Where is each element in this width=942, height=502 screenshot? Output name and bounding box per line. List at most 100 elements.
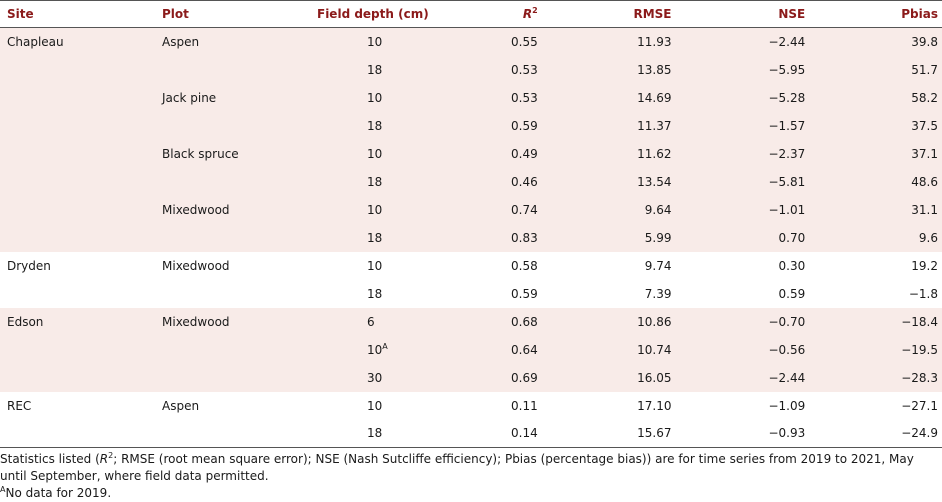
cell-depth: 10 bbox=[310, 139, 407, 168]
depth-value: 10 bbox=[367, 259, 407, 273]
table-row: 18 0.59 7.39 0.59 −1.8 bbox=[0, 280, 942, 308]
cell-site: Dryden bbox=[7, 258, 51, 273]
table-row: 10A 0.64 10.74 −0.56 −19.5 bbox=[0, 335, 942, 364]
cell-pbias: −19.5 bbox=[808, 335, 942, 364]
cell-r2: 0.58 bbox=[511, 258, 538, 273]
cell-plot: Mixedwood bbox=[155, 195, 310, 224]
depth-value: 18 bbox=[367, 231, 407, 245]
cell-depth: 10 bbox=[310, 252, 407, 280]
cell-depth: 18 bbox=[310, 111, 407, 140]
cell-site bbox=[0, 419, 155, 448]
cell-depth: 18 bbox=[310, 167, 407, 196]
header-r2: R2 bbox=[407, 0, 541, 28]
cell-plot: Black spruce bbox=[155, 139, 310, 168]
header-plot: Plot bbox=[155, 0, 310, 28]
depth-number: 18 bbox=[367, 286, 383, 301]
cell-depth: 10A bbox=[310, 335, 407, 364]
cell-pbias: 31.1 bbox=[808, 195, 942, 224]
table-row: Chapleau Aspen 10 0.55 11.93 −2.44 39.8 bbox=[0, 27, 942, 56]
cell-site: Chapleau bbox=[0, 27, 155, 56]
cell-plot bbox=[155, 111, 310, 140]
cell-rmse: 14.69 bbox=[540, 83, 675, 112]
cell-plot bbox=[155, 223, 310, 252]
depth-number: 10 bbox=[367, 398, 383, 413]
depth-number: 30 bbox=[367, 370, 383, 385]
cell-plot: Mixedwood bbox=[155, 307, 310, 336]
table-row: Dryden Mixedwood 10 0.58 9.74 0.30 19.2 bbox=[0, 252, 942, 280]
cell-site bbox=[0, 139, 155, 168]
cell-site bbox=[0, 111, 155, 140]
footnote-2-text: No data for 2019. bbox=[5, 486, 112, 500]
cell-rmse: 9.64 bbox=[540, 195, 675, 224]
header-r2-base: R bbox=[522, 7, 533, 21]
cell-pbias: 58.2 bbox=[808, 83, 942, 112]
depth-number: 10 bbox=[367, 202, 383, 217]
depth-value: 10 bbox=[367, 91, 407, 105]
cell-plot: Mixedwood bbox=[162, 258, 230, 273]
cell-site: Edson bbox=[0, 307, 155, 336]
depth-value: 18 bbox=[367, 119, 407, 133]
footnote-1-part-a: Statistics listed ( bbox=[0, 452, 100, 466]
depth-value: 10 bbox=[367, 399, 407, 413]
table-row: 18 0.59 11.37 −1.57 37.5 bbox=[0, 111, 942, 140]
cell-rmse: 10.74 bbox=[540, 335, 675, 364]
table-row: 18 0.14 15.67 −0.93 −24.9 bbox=[0, 419, 942, 448]
cell-nse: −0.56 bbox=[674, 335, 809, 364]
footnote-2-sup: A bbox=[0, 485, 6, 494]
cell-depth: 10 bbox=[310, 83, 407, 112]
header-depth-label: Field depth (cm) bbox=[317, 7, 429, 21]
cell-site bbox=[0, 223, 155, 252]
cell-pbias: −27.1 bbox=[901, 398, 938, 413]
cell-rmse: 16.05 bbox=[540, 363, 675, 392]
table-row: 18 0.83 5.99 0.70 9.6 bbox=[0, 223, 942, 252]
table-body: Chapleau Aspen 10 0.55 11.93 −2.44 39.8 18 0.53 1… bbox=[0, 27, 942, 448]
cell-r2: 0.49 bbox=[407, 139, 541, 168]
cell-rmse: 17.10 bbox=[637, 398, 672, 413]
cell-pbias: 19.2 bbox=[911, 258, 938, 273]
depth-number: 10 bbox=[367, 90, 383, 105]
cell-pbias: −1.8 bbox=[908, 286, 938, 301]
cell-plot: Aspen bbox=[155, 27, 310, 56]
cell-nse: 0.59 bbox=[778, 286, 806, 301]
cell-r2: 0.68 bbox=[407, 307, 541, 336]
cell-site bbox=[0, 83, 155, 112]
cell-pbias: 39.8 bbox=[808, 27, 942, 56]
cell-pbias: 37.5 bbox=[808, 111, 942, 140]
depth-value: 18 bbox=[367, 175, 407, 189]
table-row: Black spruce 10 0.49 11.62 −2.37 37.1 bbox=[0, 139, 942, 168]
cell-r2: 0.11 bbox=[511, 398, 538, 413]
cell-nse: −0.70 bbox=[674, 307, 809, 336]
depth-number: 18 bbox=[367, 62, 383, 77]
cell-plot: Jack pine bbox=[155, 83, 310, 112]
cell-site: REC bbox=[7, 398, 32, 413]
cell-r2: 0.59 bbox=[511, 286, 538, 301]
header-row: Site Plot Field depth (cm) R2 RMSE NSE P… bbox=[0, 0, 942, 28]
cell-site bbox=[0, 280, 155, 308]
header-rmse: RMSE bbox=[540, 0, 675, 28]
cell-pbias: 37.1 bbox=[808, 139, 942, 168]
cell-nse: −2.37 bbox=[674, 139, 809, 168]
cell-rmse: 9.74 bbox=[644, 258, 672, 273]
cell-plot bbox=[155, 419, 310, 448]
cell-pbias: −24.9 bbox=[808, 419, 942, 448]
depth-value: 10 bbox=[367, 35, 407, 49]
cell-site bbox=[0, 195, 155, 224]
cell-r2: 0.14 bbox=[407, 419, 541, 448]
table-row: Mixedwood 10 0.74 9.64 −1.01 31.1 bbox=[0, 195, 942, 224]
cell-site bbox=[0, 167, 155, 196]
footnote-1-part-b: ; RMSE (root mean square error); NSE (Na… bbox=[0, 452, 914, 483]
depth-number: 10 bbox=[367, 146, 383, 161]
table-row: REC Aspen 10 0.11 17.10 −1.09 −27.1 bbox=[0, 392, 942, 420]
cell-depth: 10 bbox=[310, 195, 407, 224]
footnote-1-sup: 2 bbox=[108, 451, 114, 460]
footnote-no-data: ANo data for 2019. bbox=[0, 485, 942, 502]
cell-r2: 0.59 bbox=[407, 111, 541, 140]
cell-nse: −2.44 bbox=[674, 363, 809, 392]
cell-plot bbox=[155, 55, 310, 84]
depth-value: 6 bbox=[367, 315, 407, 329]
cell-nse: −1.01 bbox=[674, 195, 809, 224]
cell-nse: −2.44 bbox=[674, 27, 809, 56]
table-row: 18 0.53 13.85 −5.95 51.7 bbox=[0, 55, 942, 84]
cell-pbias: −18.4 bbox=[808, 307, 942, 336]
